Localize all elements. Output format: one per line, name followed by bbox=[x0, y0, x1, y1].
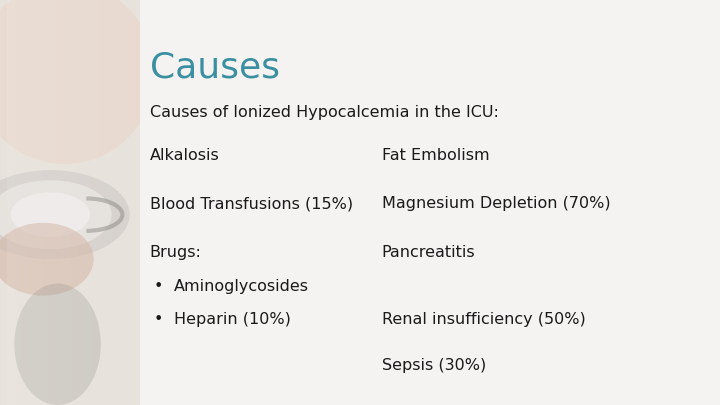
Bar bbox=[14, 0, 21, 405]
Bar bbox=[63, 0, 70, 405]
Text: Magnesium Depletion (70%): Magnesium Depletion (70%) bbox=[382, 196, 611, 211]
Bar bbox=[120, 0, 127, 405]
Bar bbox=[140, 0, 148, 405]
Text: Alkalosis: Alkalosis bbox=[150, 148, 220, 163]
Ellipse shape bbox=[14, 284, 101, 405]
Text: Sepsis (30%): Sepsis (30%) bbox=[382, 358, 486, 373]
Bar bbox=[56, 0, 63, 405]
Circle shape bbox=[0, 170, 130, 259]
Bar bbox=[133, 0, 140, 405]
Bar bbox=[98, 0, 105, 405]
Bar bbox=[49, 0, 56, 405]
Bar bbox=[127, 0, 133, 405]
Text: Causes of Ionized Hypocalcemia in the ICU:: Causes of Ionized Hypocalcemia in the IC… bbox=[150, 105, 499, 120]
Text: Pancreatitis: Pancreatitis bbox=[382, 245, 475, 260]
Text: Heparin (10%): Heparin (10%) bbox=[174, 312, 291, 327]
Circle shape bbox=[0, 180, 112, 249]
Bar bbox=[112, 0, 120, 405]
Text: •: • bbox=[153, 279, 163, 294]
Ellipse shape bbox=[0, 223, 94, 296]
Bar bbox=[35, 0, 42, 405]
Text: Aminoglycosides: Aminoglycosides bbox=[174, 279, 310, 294]
Text: Fat Embolism: Fat Embolism bbox=[382, 148, 489, 163]
Bar bbox=[84, 0, 91, 405]
Bar bbox=[28, 0, 35, 405]
Circle shape bbox=[11, 192, 90, 237]
Bar bbox=[105, 0, 112, 405]
Text: Causes: Causes bbox=[150, 51, 280, 85]
Bar bbox=[0, 0, 140, 405]
Ellipse shape bbox=[0, 0, 155, 164]
Bar bbox=[7, 0, 14, 405]
Bar bbox=[77, 0, 84, 405]
Text: Blood Transfusions (15%): Blood Transfusions (15%) bbox=[150, 196, 353, 211]
Bar bbox=[91, 0, 99, 405]
Bar bbox=[42, 0, 49, 405]
Text: •: • bbox=[153, 312, 163, 327]
Bar bbox=[71, 0, 77, 405]
Text: Renal insufficiency (50%): Renal insufficiency (50%) bbox=[382, 312, 585, 327]
Bar bbox=[21, 0, 28, 405]
Bar bbox=[140, 0, 720, 405]
Text: Brugs:: Brugs: bbox=[150, 245, 202, 260]
